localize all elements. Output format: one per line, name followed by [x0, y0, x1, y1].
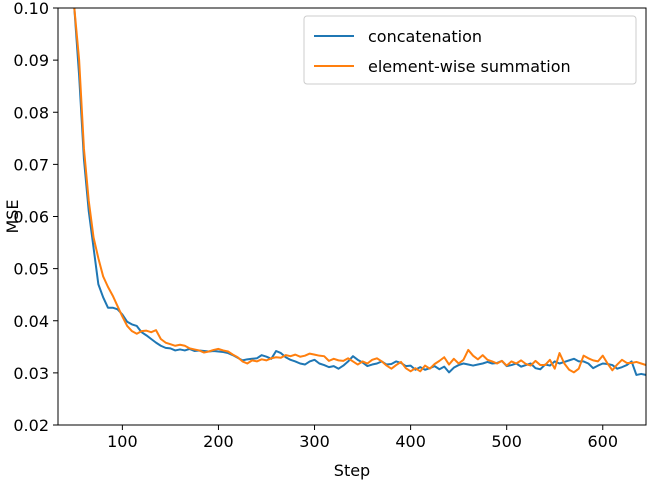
- legend-box: [303, 15, 637, 85]
- y-tick-label: 0.03: [13, 364, 49, 383]
- y-tick-label: 0.05: [13, 260, 49, 279]
- x-axis: 100 200 300 400 500 600: [107, 425, 618, 451]
- y-axis: 0.02 0.03 0.04 0.05 0.06 0.07 0.08 0.09 0.10: [13, 0, 58, 435]
- y-axis-title: MSE: [3, 199, 22, 233]
- series-line-1: [73, 8, 646, 376]
- y-tick-label: 0.08: [13, 103, 49, 122]
- x-tick-label: 500: [491, 432, 522, 451]
- y-tick-label: 0.06: [13, 208, 49, 227]
- series-layer: [73, 8, 646, 376]
- series-line-2: [73, 8, 646, 374]
- legend-label: concatenation: [368, 27, 482, 46]
- y-tick-label: 0.02: [13, 416, 49, 435]
- legend-label: element-wise summation: [368, 57, 571, 76]
- x-tick-label: 200: [203, 432, 234, 451]
- x-tick-label: 100: [107, 432, 138, 451]
- y-tick-label: 0.09: [13, 51, 49, 70]
- x-tick-label: 600: [587, 432, 618, 451]
- x-tick-label: 300: [299, 432, 330, 451]
- x-tick-label: 400: [395, 432, 426, 451]
- y-tick-label: 0.04: [13, 312, 49, 331]
- y-tick-label: 0.07: [13, 155, 49, 174]
- x-axis-title: Step: [334, 461, 370, 480]
- legend: concatenation element-wise summation: [303, 15, 637, 85]
- y-tick-label: 0.10: [13, 0, 49, 18]
